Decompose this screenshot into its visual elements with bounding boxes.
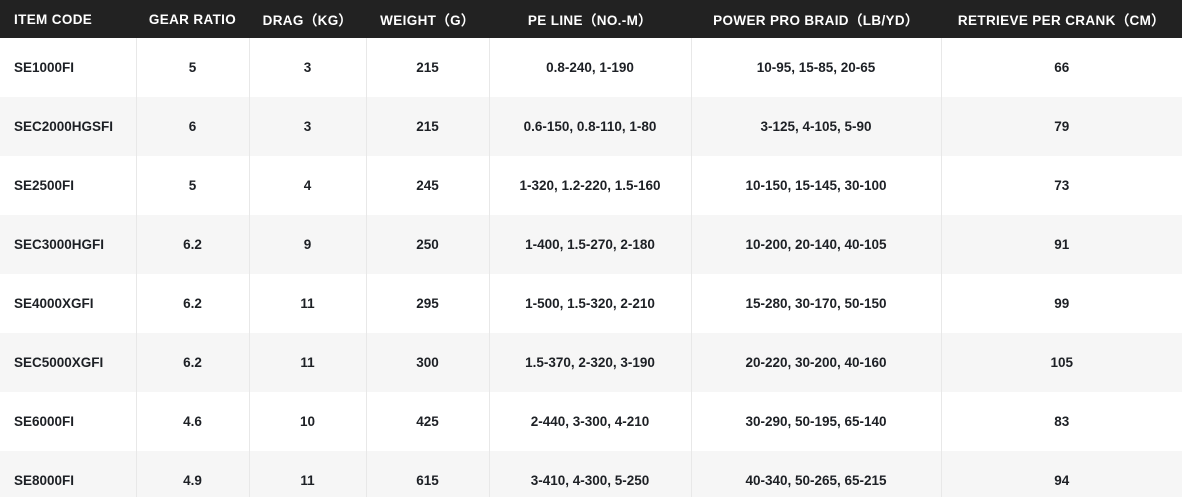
cell-gear-ratio: 4.6 <box>136 392 250 451</box>
cell-gear-ratio: 6.2 <box>136 274 250 333</box>
cell-retrieve-per-crank: 66 <box>941 38 1182 97</box>
cell-item-code: SEC3000HGFI <box>0 215 137 274</box>
cell-retrieve-per-crank: 83 <box>941 392 1182 451</box>
cell-retrieve-per-crank: 105 <box>941 333 1182 392</box>
cell-pe-line: 0.6-150, 0.8-110, 1-80 <box>489 97 692 156</box>
cell-item-code: SE8000FI <box>0 451 137 497</box>
cell-weight: 215 <box>366 38 490 97</box>
cell-power-pro-braid: 3-125, 4-105, 5-90 <box>691 97 942 156</box>
column-header-item-code: ITEM CODE <box>14 11 93 27</box>
cell-weight: 295 <box>366 274 490 333</box>
cell-power-pro-braid: 10-95, 15-85, 20-65 <box>691 38 942 97</box>
cell-item-code: SE2500FI <box>0 156 137 215</box>
table-row: SEC2000HGSFI 6 3 215 0.6-150, 0.8-110, 1… <box>0 97 1182 156</box>
column-header-retrieve-per-crank: RETRIEVE PER CRANK（CM） <box>957 13 1166 28</box>
cell-item-code: SE4000XGFI <box>0 274 137 333</box>
table-header-row: ITEM CODE GEAR RATIO DRAG（KG） WEIGHT（G） … <box>0 0 1182 38</box>
cell-power-pro-braid: 10-200, 20-140, 40-105 <box>691 215 942 274</box>
table-body: SE1000FI 5 3 215 0.8-240, 1-190 10-95, 1… <box>0 38 1182 497</box>
cell-drag: 4 <box>249 156 367 215</box>
cell-pe-line: 1-500, 1.5-320, 2-210 <box>489 274 692 333</box>
cell-gear-ratio: 6 <box>136 97 250 156</box>
cell-weight: 215 <box>366 97 490 156</box>
cell-item-code: SE1000FI <box>0 38 137 97</box>
cell-retrieve-per-crank: 94 <box>941 451 1182 497</box>
table-row: SE6000FI 4.6 10 425 2-440, 3-300, 4-210 … <box>0 392 1182 451</box>
cell-drag: 11 <box>249 274 367 333</box>
cell-gear-ratio: 4.9 <box>136 451 250 497</box>
cell-retrieve-per-crank: 91 <box>941 215 1182 274</box>
table-header: ITEM CODE GEAR RATIO DRAG（KG） WEIGHT（G） … <box>0 0 1182 38</box>
cell-item-code: SE6000FI <box>0 392 137 451</box>
cell-drag: 3 <box>249 38 367 97</box>
cell-item-code: SEC5000XGFI <box>0 333 137 392</box>
cell-drag: 9 <box>249 215 367 274</box>
column-header-drag: DRAG（KG） <box>262 13 353 28</box>
table-row: SEC3000HGFI 6.2 9 250 1-400, 1.5-270, 2-… <box>0 215 1182 274</box>
column-header-power-pro-braid: POWER PRO BRAID（LB/YD） <box>713 13 919 28</box>
cell-retrieve-per-crank: 99 <box>941 274 1182 333</box>
cell-weight: 245 <box>366 156 490 215</box>
cell-power-pro-braid: 40-340, 50-265, 65-215 <box>691 451 942 497</box>
cell-power-pro-braid: 15-280, 30-170, 50-150 <box>691 274 942 333</box>
cell-pe-line: 1-320, 1.2-220, 1.5-160 <box>489 156 692 215</box>
column-header-pe-line: PE LINE（NO.-M） <box>527 13 653 28</box>
table-row: SEC5000XGFI 6.2 11 300 1.5-370, 2-320, 3… <box>0 333 1182 392</box>
table-row: SE4000XGFI 6.2 11 295 1-500, 1.5-320, 2-… <box>0 274 1182 333</box>
cell-weight: 615 <box>366 451 490 497</box>
cell-weight: 300 <box>366 333 490 392</box>
cell-pe-line: 2-440, 3-300, 4-210 <box>489 392 692 451</box>
cell-weight: 425 <box>366 392 490 451</box>
cell-retrieve-per-crank: 79 <box>941 97 1182 156</box>
cell-drag: 3 <box>249 97 367 156</box>
cell-power-pro-braid: 10-150, 15-145, 30-100 <box>691 156 942 215</box>
cell-power-pro-braid: 30-290, 50-195, 65-140 <box>691 392 942 451</box>
cell-pe-line: 0.8-240, 1-190 <box>489 38 692 97</box>
column-header-weight: WEIGHT（G） <box>380 13 475 28</box>
table-row: SE8000FI 4.9 11 615 3-410, 4-300, 5-250 … <box>0 451 1182 497</box>
table-row: SE2500FI 5 4 245 1-320, 1.2-220, 1.5-160… <box>0 156 1182 215</box>
cell-gear-ratio: 6.2 <box>136 333 250 392</box>
cell-pe-line: 1-400, 1.5-270, 2-180 <box>489 215 692 274</box>
cell-drag: 11 <box>249 451 367 497</box>
cell-power-pro-braid: 20-220, 30-200, 40-160 <box>691 333 942 392</box>
cell-weight: 250 <box>366 215 490 274</box>
column-header-gear-ratio: GEAR RATIO <box>148 11 237 27</box>
cell-retrieve-per-crank: 73 <box>941 156 1182 215</box>
cell-gear-ratio: 5 <box>136 38 250 97</box>
cell-pe-line: 3-410, 4-300, 5-250 <box>489 451 692 497</box>
cell-item-code: SEC2000HGSFI <box>0 97 137 156</box>
cell-gear-ratio: 5 <box>136 156 250 215</box>
cell-gear-ratio: 6.2 <box>136 215 250 274</box>
cell-drag: 10 <box>249 392 367 451</box>
table-row: SE1000FI 5 3 215 0.8-240, 1-190 10-95, 1… <box>0 38 1182 97</box>
cell-drag: 11 <box>249 333 367 392</box>
cell-pe-line: 1.5-370, 2-320, 3-190 <box>489 333 692 392</box>
